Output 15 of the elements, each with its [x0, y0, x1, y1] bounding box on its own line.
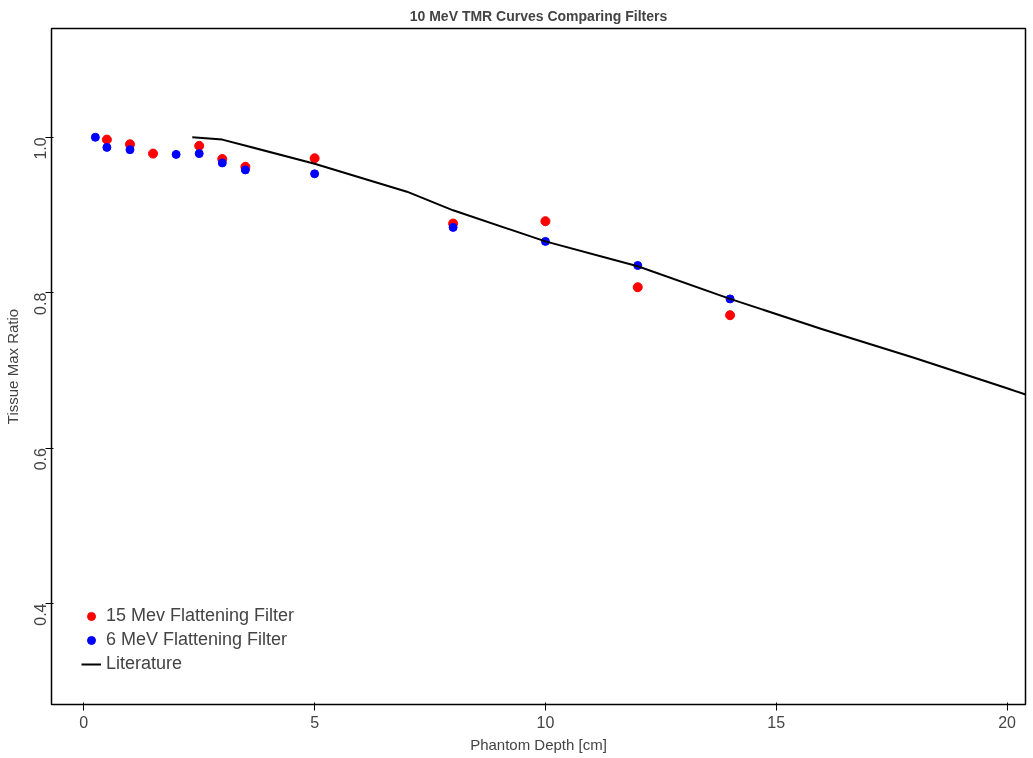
x-tick-label: 15	[767, 713, 786, 731]
legend-label: 6 MeV Flattening Filter	[106, 629, 288, 650]
y-tick-label: 0.4	[32, 603, 50, 626]
legend-label: Literature	[106, 653, 183, 674]
y-tick-label: 1.0	[32, 137, 50, 160]
y-tick-label: 0.6	[32, 447, 50, 471]
chart-title: 10 MeV TMR Curves Comparing Filters	[409, 7, 668, 24]
y-tick-label: 0.8	[32, 292, 50, 315]
x-tick-label: 20	[998, 713, 1017, 731]
legend-label: 15 Mev Flattening Filter	[106, 605, 295, 626]
x-tick-label: 10	[536, 713, 555, 731]
x-axis-title: Phantom Depth [cm]	[470, 735, 607, 753]
y-axis-title: Tissue Max Ratio	[3, 308, 21, 425]
x-tick-label: 5	[310, 713, 320, 731]
x-tick-label: 0	[79, 713, 89, 731]
